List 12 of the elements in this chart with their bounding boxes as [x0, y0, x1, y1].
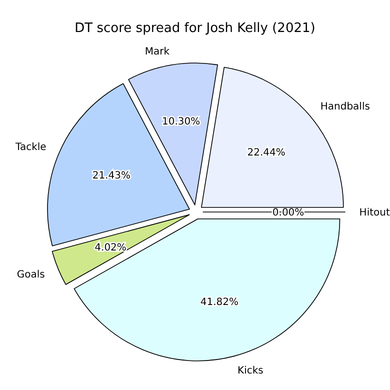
data-label: 10.30% — [162, 116, 200, 128]
data-label: 22.44% — [247, 148, 286, 159]
slice-label: Handballs — [320, 102, 370, 113]
slice-label: Goals — [16, 269, 45, 280]
chart-title: DT score spread for Josh Kelly (2021) — [74, 21, 316, 36]
data-label: 21.43% — [92, 170, 130, 182]
data-label: 4.02% — [94, 242, 126, 254]
category-label: Hitout — [359, 208, 390, 218]
data-label: 41.82% — [200, 296, 239, 308]
slice-label: Tackle — [14, 142, 46, 154]
slice-label: Kicks — [238, 365, 264, 376]
slice-label: Mark — [144, 46, 170, 58]
